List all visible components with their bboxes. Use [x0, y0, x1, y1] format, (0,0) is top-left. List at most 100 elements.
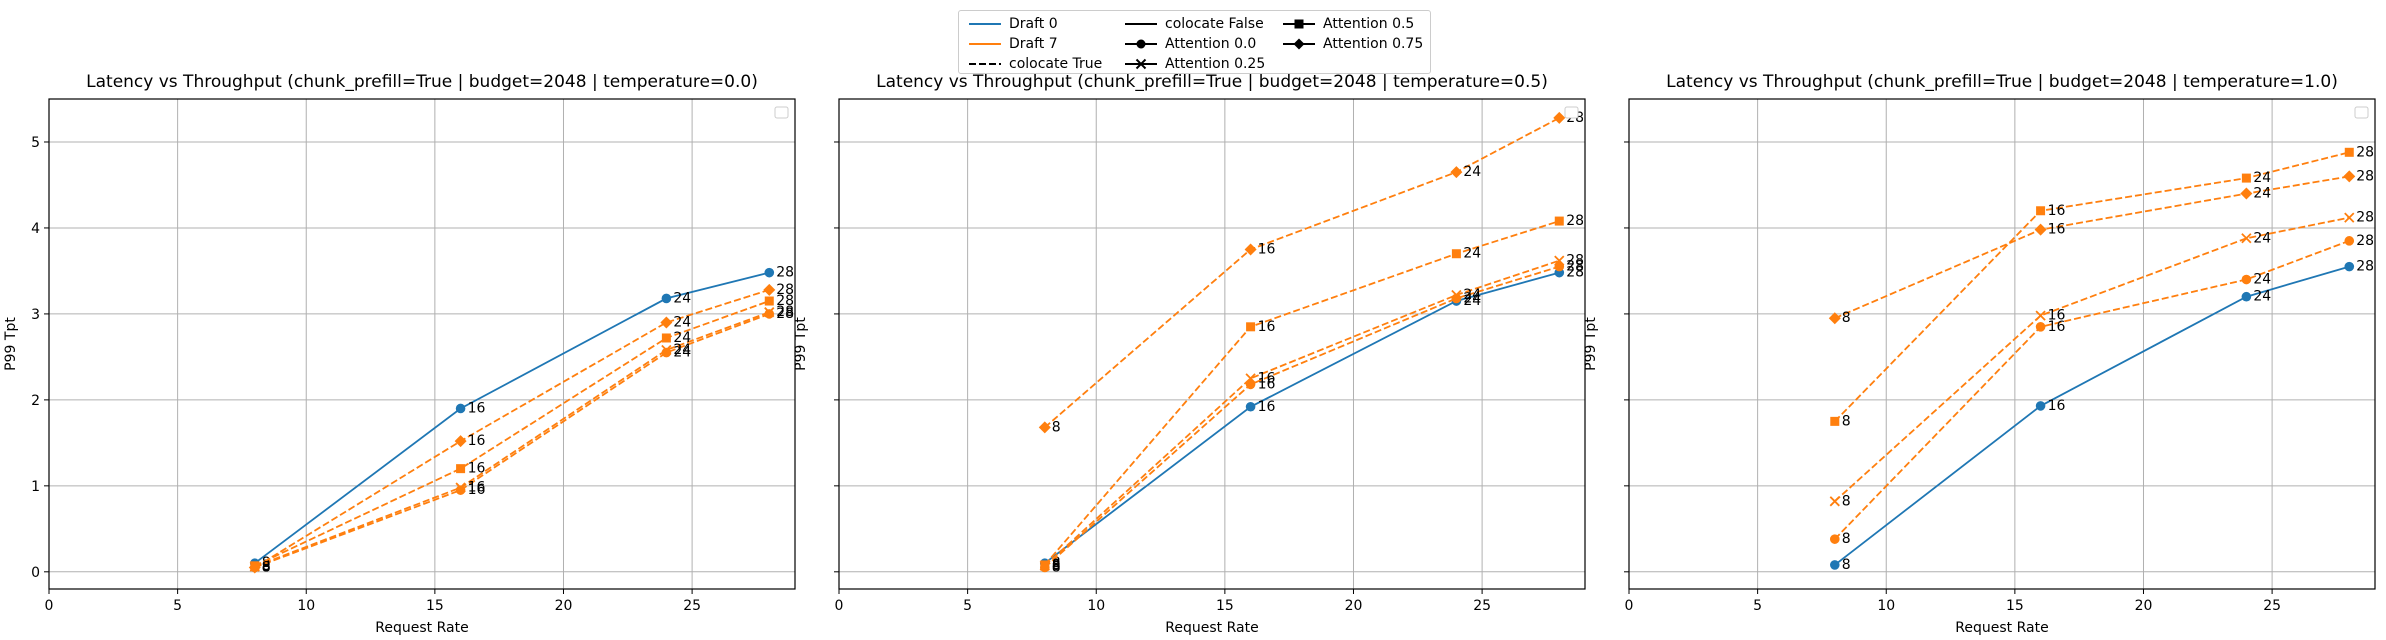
data-point-diamond-0	[1828, 312, 1841, 325]
data-label: 24	[2253, 230, 2271, 246]
data-label: 28	[1566, 265, 1584, 281]
data-point-diamond-2	[1450, 166, 1463, 179]
data-label: 24	[673, 290, 691, 306]
data-label: 8	[1052, 419, 1061, 435]
series-line	[1044, 271, 1560, 564]
data-point-circle-3	[764, 267, 775, 278]
data-label: 8	[1842, 493, 1851, 509]
y-axis-label: P99 Tpt	[793, 317, 809, 371]
series-draft-7-diamond: 8 16 24 28	[1828, 168, 2374, 326]
data-point-x-0	[1829, 496, 1840, 507]
data-point-circle-2	[661, 293, 672, 304]
data-label: 24	[1463, 293, 1481, 309]
data-point-diamond-2	[2240, 187, 2253, 200]
data-label: 28	[1566, 259, 1584, 275]
data-point-square-1	[456, 464, 466, 474]
data-label: 8	[262, 560, 271, 576]
data-label: 28	[2356, 210, 2374, 226]
data-point-circle-2	[2241, 274, 2252, 285]
legend-line-swatch-icon	[969, 43, 1001, 45]
data-label: 16	[1258, 319, 1276, 335]
y-axis-label: P99 Tpt	[1583, 317, 1599, 371]
circle-marker-icon	[1125, 39, 1157, 49]
data-point-x-1	[1245, 373, 1256, 384]
data-label: 28	[776, 304, 794, 320]
data-point-circle-0	[1829, 534, 1840, 544]
data-point-x-3	[2344, 212, 2355, 223]
data-point-circle-1	[2035, 322, 2046, 332]
series-draft-7-diamond: 8 16 24 28	[1038, 110, 1584, 435]
chart-title: Latency vs Throughput (chunk_prefill=Tru…	[876, 72, 1548, 92]
series-draft-7-diamond: 8 16 24 28	[248, 282, 794, 576]
x-tick-label: 25	[683, 598, 701, 614]
data-point-circle-0	[1829, 560, 1840, 570]
series-draft-7-circle: 8 16 24 28	[249, 306, 794, 576]
data-point-square-2	[2241, 173, 2251, 183]
data-point-circle-3	[2344, 236, 2355, 246]
data-label: 16	[2048, 222, 2066, 238]
axes-legend-empty-box	[774, 106, 789, 119]
legend-label: Attention 0.75	[1323, 36, 1424, 52]
legend-label: Draft 7	[1009, 36, 1058, 52]
data-point-circle-2	[1451, 293, 1462, 304]
series-draft-0-circle: 8 16 24 28	[1829, 259, 2374, 573]
data-label: 16	[468, 400, 486, 416]
legend-label: Attention 0.25	[1165, 56, 1266, 72]
legend-dashed-swatch-icon	[969, 63, 1001, 65]
data-label: 8	[1052, 555, 1061, 571]
axes-legend-empty-box	[2354, 106, 2369, 119]
data-point-x-2	[2241, 233, 2252, 244]
series-line	[254, 271, 770, 564]
series-line	[1834, 175, 2350, 320]
data-label: 8	[1842, 310, 1851, 326]
data-label: 8	[1842, 413, 1851, 429]
x-tick-label: 5	[1753, 598, 1762, 614]
data-label: 16	[2048, 398, 2066, 414]
data-point-square-1	[1246, 322, 1256, 332]
data-point-diamond-0	[248, 561, 261, 574]
series-line	[254, 313, 770, 569]
data-point-diamond-3	[763, 283, 776, 296]
x-tick-label: 20	[2135, 598, 2153, 614]
data-label: 24	[2253, 170, 2271, 186]
chart-panel-2: 8162428816242881624288162428816242805101…	[793, 72, 1586, 636]
data-label: 16	[2048, 308, 2066, 324]
x-tick-label: 10	[297, 598, 315, 614]
series-line	[254, 300, 770, 567]
axes-frame	[1628, 98, 2376, 590]
series-draft-7-x: 8 16 24 28	[1039, 253, 1584, 574]
x-axis-label: Request Rate	[1955, 620, 2048, 636]
y-tick-label: 5	[31, 135, 40, 151]
data-label: 16	[468, 461, 486, 477]
data-label: 28	[2356, 259, 2374, 275]
data-point-diamond-1	[454, 435, 467, 448]
x-axis-label: Request Rate	[375, 620, 468, 636]
series-draft-7-circle: 8 16 24 28	[1829, 233, 2374, 547]
square-marker-icon	[1283, 19, 1315, 29]
data-label: 24	[673, 315, 691, 331]
data-label: 16	[468, 480, 486, 496]
data-label: 28	[776, 265, 794, 281]
series-draft-7-x: 8 16 24 28	[249, 304, 794, 575]
data-point-circle-2	[661, 347, 672, 358]
x-tick-label: 15	[426, 598, 444, 614]
data-label: 16	[468, 433, 486, 449]
y-tick-label: 1	[31, 479, 40, 495]
data-label: 8	[262, 559, 271, 575]
chart-title: Latency vs Throughput (chunk_prefill=Tru…	[86, 72, 758, 92]
data-label: 8	[1842, 557, 1851, 573]
axes-legend-empty-box	[1564, 106, 1579, 119]
data-label: 8	[1842, 531, 1851, 547]
data-label: 8	[1052, 557, 1061, 573]
x-tick-label: 15	[2006, 598, 2024, 614]
series-line	[1044, 265, 1560, 569]
x-tick-label: 5	[173, 598, 182, 614]
y-tick-label: 4	[31, 221, 40, 237]
data-point-square-3	[2344, 147, 2354, 157]
data-point-diamond-0	[1038, 421, 1051, 434]
y-tick-label: 2	[31, 393, 40, 409]
axes-frame	[838, 98, 1586, 590]
legend-line-swatch-icon	[969, 23, 1001, 25]
series-draft-0-circle: 8 16 24 28	[1039, 265, 1584, 571]
